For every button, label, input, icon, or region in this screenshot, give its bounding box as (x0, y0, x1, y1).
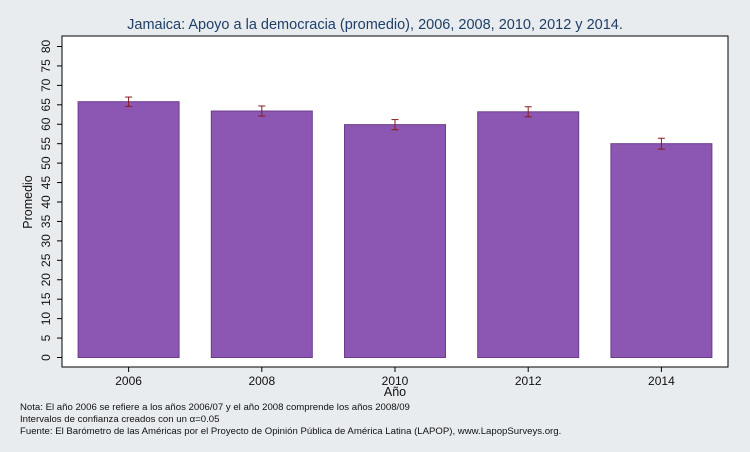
y-tick-label: 50 (39, 156, 53, 170)
x-tick-label-2008: 2008 (248, 374, 275, 388)
y-tick-label: 0 (39, 354, 53, 361)
x-tick-label-2014: 2014 (648, 374, 675, 388)
y-tick-label: 40 (39, 195, 53, 209)
bars-group (77, 101, 713, 358)
bar-2010 (344, 124, 446, 358)
x-tick-label-2012: 2012 (515, 374, 542, 388)
bar-2006 (77, 101, 180, 358)
y-axis-title: Promedio (21, 175, 35, 229)
bar-2008 (210, 110, 313, 358)
error-bars-group (125, 96, 665, 150)
y-tick-label: 65 (39, 98, 53, 112)
footnotes: Nota: El año 2006 se refiere a los años … (20, 402, 561, 438)
x-axis-title: Año (384, 385, 406, 399)
error-bar-2010 (391, 119, 399, 131)
bar-2014 (610, 143, 713, 358)
error-bar-2008 (258, 105, 266, 117)
y-tick-label: 35 (39, 214, 53, 228)
y-tick-label: 75 (39, 59, 53, 73)
footnote-confidence: Intervalos de confianza creados con un α… (20, 414, 220, 425)
chart-title: Jamaica: Apoyo a la democracia (promedio… (127, 17, 623, 33)
y-tick-label: 30 (39, 234, 53, 248)
y-axis: 0 5 10 15 20 25 30 35 40 45 50 55 60 65 70 75 80 (39, 40, 62, 361)
y-tick-label: 45 (39, 176, 53, 190)
error-bar-2014 (657, 137, 665, 150)
footnote-source: Fuente: El Barómetro de las Américas por… (20, 426, 562, 437)
y-tick-label: 55 (39, 137, 53, 151)
error-bar-2012 (524, 106, 532, 118)
error-bar-2006 (125, 96, 133, 107)
y-tick-label: 20 (39, 273, 53, 287)
y-tick-label: 25 (39, 253, 53, 267)
y-tick-label: 70 (39, 78, 53, 92)
x-tick-label-2006: 2006 (115, 374, 142, 388)
x-tick-label-2010: 2010 (382, 374, 409, 388)
x-axis: 2006 2008 2010 2012 2014 (115, 367, 675, 388)
y-tick-label: 60 (39, 117, 53, 131)
footnote-years: Nota: El año 2006 se refiere a los años … (20, 402, 410, 413)
y-tick-label: 80 (39, 40, 53, 54)
bar-2012 (477, 111, 580, 358)
y-tick-label: 10 (39, 312, 53, 326)
y-tick-label: 5 (39, 334, 53, 341)
y-tick-label: 15 (39, 292, 53, 306)
